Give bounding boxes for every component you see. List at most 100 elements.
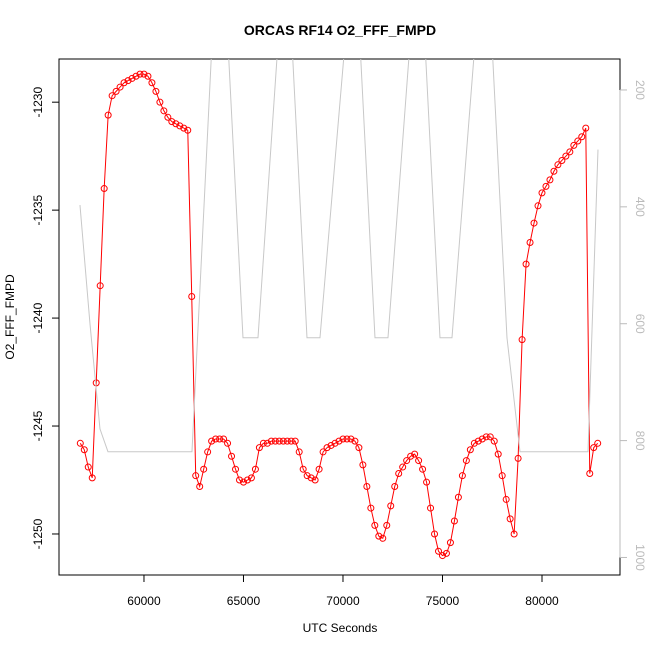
data-point bbox=[168, 118, 176, 126]
data-point bbox=[518, 336, 526, 344]
data-point bbox=[486, 433, 494, 441]
data-point bbox=[271, 437, 279, 445]
plot-box bbox=[58, 58, 621, 576]
data-point bbox=[530, 219, 538, 227]
data-point bbox=[379, 534, 387, 542]
data-point bbox=[462, 457, 470, 465]
y-tick-label: -1240 bbox=[31, 302, 45, 333]
data-point bbox=[176, 122, 184, 130]
y-tick-label: -1235 bbox=[31, 194, 45, 225]
data-point bbox=[502, 495, 510, 503]
y2-tick-label: 600 bbox=[633, 314, 647, 334]
y-tick-label: -1250 bbox=[31, 518, 45, 549]
data-point bbox=[363, 482, 371, 490]
data-point bbox=[566, 148, 574, 156]
data-point bbox=[399, 463, 407, 471]
data-point bbox=[307, 474, 315, 482]
data-point bbox=[347, 435, 355, 443]
data-point bbox=[108, 92, 116, 100]
data-point bbox=[359, 461, 367, 469]
data-point bbox=[438, 552, 446, 560]
data-point bbox=[228, 452, 236, 460]
data-point bbox=[200, 465, 208, 473]
data-point bbox=[84, 463, 92, 471]
data-point bbox=[335, 437, 343, 445]
data-point bbox=[132, 72, 140, 80]
data-point bbox=[351, 437, 359, 445]
y2-tick-label: 200 bbox=[633, 80, 647, 100]
data-point bbox=[435, 547, 443, 555]
data-point bbox=[164, 113, 172, 121]
data-point bbox=[224, 439, 232, 447]
data-point bbox=[319, 448, 327, 456]
data-point bbox=[243, 476, 251, 484]
data-point bbox=[554, 161, 562, 169]
data-point bbox=[482, 433, 490, 441]
data-point bbox=[212, 435, 220, 443]
data-point bbox=[570, 141, 578, 149]
y2-tick-label: 800 bbox=[633, 431, 647, 451]
data-point bbox=[562, 152, 570, 160]
data-point bbox=[104, 111, 112, 119]
data-point bbox=[387, 502, 395, 510]
data-point bbox=[371, 521, 379, 529]
data-point bbox=[303, 472, 311, 480]
chart-title: ORCAS RF14 O2_FFF_FMPD bbox=[244, 22, 436, 38]
data-point bbox=[172, 120, 180, 128]
data-point bbox=[478, 435, 486, 443]
data-point bbox=[391, 482, 399, 490]
data-point bbox=[343, 435, 351, 443]
data-point bbox=[431, 530, 439, 538]
data-point bbox=[295, 448, 303, 456]
data-point bbox=[112, 87, 120, 95]
data-point bbox=[550, 167, 558, 175]
data-point bbox=[287, 437, 295, 445]
data-point bbox=[367, 504, 375, 512]
data-point bbox=[216, 435, 224, 443]
data-point bbox=[120, 79, 128, 87]
data-point bbox=[574, 137, 582, 145]
data-point bbox=[124, 77, 132, 85]
data-point bbox=[582, 124, 590, 132]
data-point bbox=[458, 472, 466, 480]
data-point bbox=[152, 87, 160, 95]
data-point bbox=[466, 446, 474, 454]
data-point bbox=[311, 476, 319, 484]
data-point bbox=[442, 549, 450, 557]
data-point bbox=[546, 176, 554, 184]
data-point bbox=[96, 282, 104, 290]
data-point bbox=[538, 189, 546, 197]
data-point bbox=[415, 457, 423, 465]
data-point bbox=[427, 504, 435, 512]
data-point bbox=[232, 465, 240, 473]
data-point bbox=[156, 98, 164, 106]
data-point bbox=[494, 450, 502, 458]
data-point bbox=[323, 444, 331, 452]
data-point bbox=[188, 292, 196, 300]
data-point bbox=[578, 133, 586, 141]
y-tick-label: -1245 bbox=[31, 410, 45, 441]
data-point bbox=[411, 450, 419, 458]
data-point bbox=[327, 441, 335, 449]
data-point bbox=[128, 74, 136, 82]
y-tick-label: -1230 bbox=[31, 87, 45, 118]
data-point bbox=[403, 457, 411, 465]
data-point bbox=[395, 470, 403, 478]
x-tick-label: 80000 bbox=[525, 594, 559, 608]
data-point bbox=[383, 521, 391, 529]
data-line bbox=[79, 73, 599, 557]
data-point bbox=[196, 482, 204, 490]
data-point bbox=[470, 439, 478, 447]
y2-tick-label: 400 bbox=[633, 197, 647, 217]
data-point bbox=[255, 444, 263, 452]
x-tick-label: 65000 bbox=[227, 594, 261, 608]
data-point bbox=[144, 72, 152, 80]
data-point bbox=[498, 472, 506, 480]
data-point bbox=[80, 446, 88, 454]
data-point bbox=[140, 70, 148, 78]
data-point bbox=[239, 478, 247, 486]
y2-tick-label: 1000 bbox=[633, 544, 647, 571]
x-tick-label: 70000 bbox=[326, 594, 360, 608]
data-point bbox=[590, 444, 598, 452]
